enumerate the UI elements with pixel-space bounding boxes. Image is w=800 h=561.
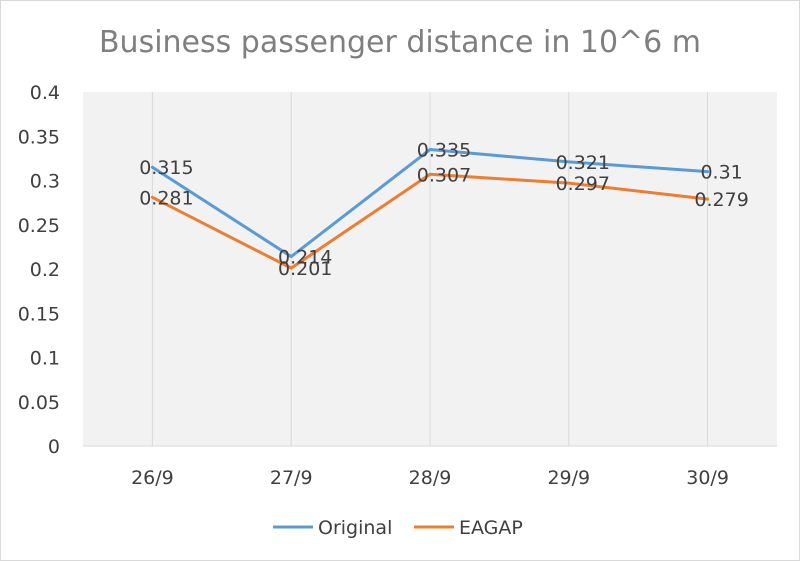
data-label: 0.31 — [700, 162, 742, 184]
data-labels: 0.315 0.214 0.335 0.321 0.31 0.281 0.201 0.307 0… — [139, 140, 749, 281]
y-tick-label: 0.2 — [30, 259, 60, 281]
series-layer — [150, 148, 710, 270]
y-tick-label: 0.05 — [18, 392, 60, 414]
y-tick-label: 0 — [48, 436, 60, 458]
data-label: 0.315 — [139, 157, 193, 179]
legend: Original EAGAP — [273, 517, 523, 539]
series-line-eagap — [150, 172, 710, 270]
x-axis: 26/9 27/9 28/9 29/9 30/9 — [131, 467, 729, 489]
y-tick-label: 0.25 — [18, 215, 60, 237]
legend-label: EAGAP — [459, 517, 523, 539]
y-tick-label: 0.1 — [30, 348, 60, 370]
x-tick-label: 30/9 — [686, 467, 729, 489]
series-line-original — [150, 148, 710, 259]
y-tick-label: 0.4 — [30, 82, 60, 104]
y-tick-label: 0.3 — [30, 171, 60, 193]
data-label: 0.307 — [417, 164, 471, 186]
y-tick-label: 0.15 — [18, 303, 60, 325]
legend-label: Original — [318, 517, 392, 539]
data-label: 0.201 — [278, 258, 332, 280]
data-label: 0.214 — [278, 247, 332, 269]
x-tick-label: 29/9 — [547, 467, 590, 489]
y-axis: 0 0.05 0.1 0.15 0.2 0.25 0.3 0.35 0.4 — [18, 82, 60, 458]
x-tick-label: 28/9 — [409, 467, 452, 489]
data-label: 0.279 — [694, 189, 748, 211]
data-label: 0.335 — [417, 140, 471, 162]
chart-title: Business passenger distance in 10^6 m — [99, 25, 701, 60]
data-label: 0.281 — [139, 187, 193, 209]
y-tick-label: 0.35 — [18, 126, 60, 148]
data-label: 0.297 — [556, 173, 610, 195]
data-label: 0.321 — [556, 152, 610, 174]
x-tick-label: 26/9 — [131, 467, 174, 489]
x-tick-label: 27/9 — [270, 467, 313, 489]
